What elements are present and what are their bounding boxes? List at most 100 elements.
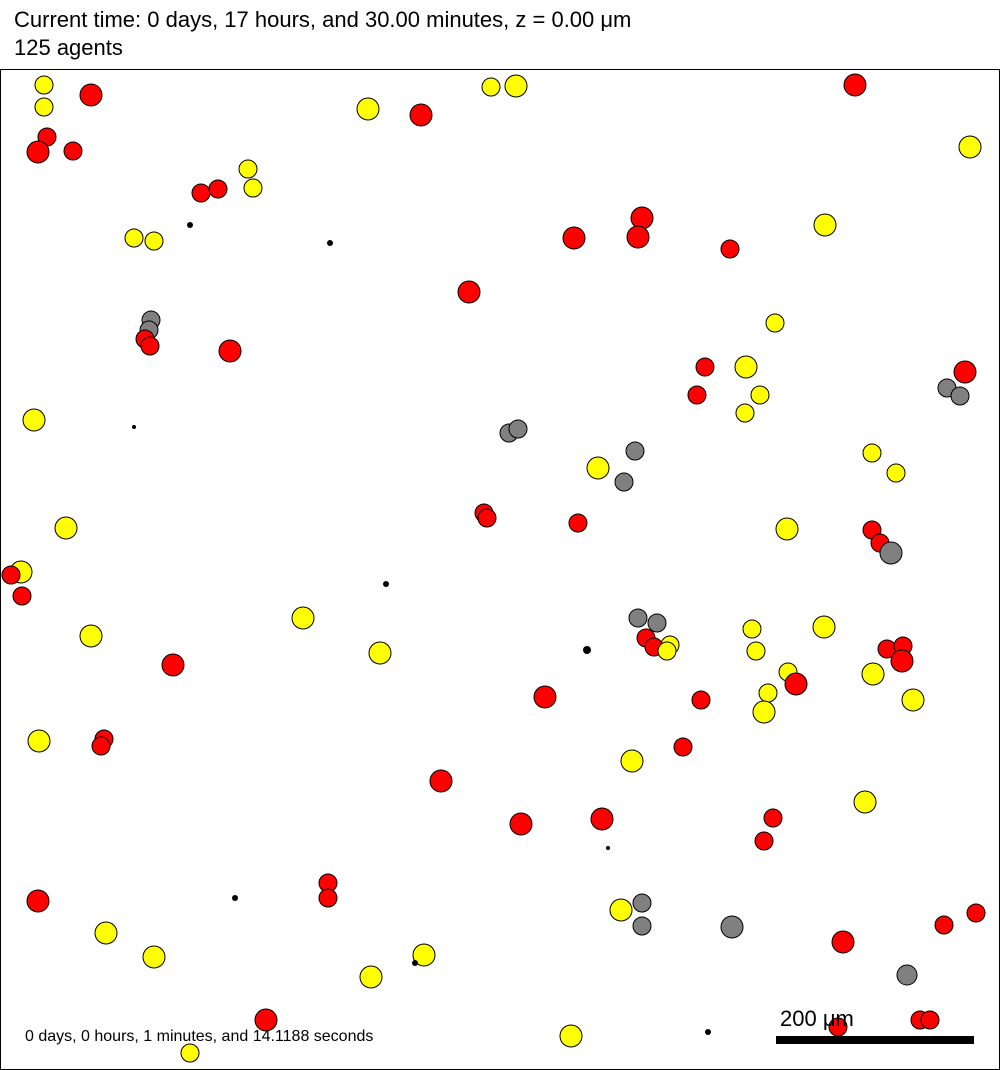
yellow-cell-11: [958, 135, 982, 159]
gray-cell-67: [628, 608, 648, 628]
yellow-cell-36: [735, 403, 755, 423]
red-cell-94: [590, 807, 614, 831]
yellow-cell-47: [586, 456, 610, 480]
red-cell-34: [687, 385, 707, 405]
red-cell-5: [63, 141, 83, 161]
red-cell-52: [477, 508, 497, 528]
red-cell-60: [12, 586, 32, 606]
yellow-cell-13: [243, 178, 263, 198]
yellow-cell-73: [742, 619, 762, 639]
yellow-cell-82: [758, 683, 778, 703]
black-cell-61: [383, 581, 389, 587]
yellow-cell-79: [861, 662, 885, 686]
yellow-cell-48: [862, 443, 882, 463]
gray-cell-115: [896, 964, 918, 986]
yellow-cell-50: [54, 516, 78, 540]
yellow-cell-17: [124, 228, 144, 248]
red-cell-2: [79, 83, 103, 107]
yellow-cell-95: [853, 790, 877, 814]
yellow-cell-75: [746, 641, 766, 661]
red-cell-109: [831, 930, 855, 954]
black-cell-42: [132, 425, 136, 429]
black-cell-66: [583, 646, 591, 654]
black-cell-118: [705, 1029, 711, 1035]
current-time-text: Current time: 0 days, 17 hours, and 30.0…: [14, 7, 632, 32]
gray-cell-104: [632, 893, 652, 913]
yellow-cell-117: [559, 1024, 583, 1048]
agent-count-text: 125 agents: [14, 35, 123, 60]
gray-cell-44: [508, 419, 528, 439]
yellow-cell-111: [142, 945, 166, 969]
yellow-cell-41: [22, 408, 46, 432]
gray-cell-57: [879, 541, 903, 565]
red-cell-30: [218, 339, 242, 363]
yellow-cell-1: [34, 97, 54, 117]
red-cell-29: [140, 336, 160, 356]
red-cell-65: [161, 653, 185, 677]
black-cell-16: [187, 222, 193, 228]
yellow-cell-33: [734, 355, 758, 379]
yellow-cell-54: [775, 517, 799, 541]
yellow-cell-103: [609, 898, 633, 922]
red-cell-53: [568, 513, 588, 533]
red-cell-92: [429, 769, 453, 793]
black-cell-102: [232, 895, 238, 901]
black-cell-19: [327, 240, 333, 246]
red-cell-108: [934, 915, 954, 935]
red-cell-100: [318, 888, 338, 908]
red-cell-59: [1, 565, 21, 585]
yellow-cell-114: [359, 965, 383, 989]
yellow-cell-0: [34, 75, 54, 95]
black-cell-98: [606, 846, 610, 850]
yellow-cell-112: [412, 943, 436, 967]
yellow-cell-122: [180, 1043, 200, 1063]
yellow-cell-74: [812, 615, 836, 639]
red-cell-40: [953, 360, 977, 384]
scale-bar-label: 200 μm: [780, 1006, 854, 1031]
elapsed-time-text: 0 days, 0 hours, 1 minutes, and 14.1188 …: [25, 1028, 374, 1045]
gray-cell-106: [720, 915, 744, 939]
yellow-cell-18: [144, 231, 164, 251]
red-cell-7: [409, 103, 433, 127]
black-cell-113: [412, 960, 418, 966]
red-cell-116: [254, 1008, 278, 1032]
yellow-cell-63: [79, 624, 103, 648]
yellow-cell-9: [504, 74, 528, 98]
yellow-cell-24: [813, 213, 837, 237]
yellow-cell-72: [657, 641, 677, 661]
yellow-cell-35: [750, 385, 770, 405]
red-cell-32: [695, 357, 715, 377]
gray-cell-46: [614, 472, 634, 492]
red-cell-21: [626, 225, 650, 249]
gray-cell-39: [950, 386, 970, 406]
yellow-cell-83: [752, 700, 776, 724]
yellow-cell-49: [886, 463, 906, 483]
yellow-cell-12: [238, 159, 258, 179]
red-cell-78: [890, 649, 914, 673]
yellow-cell-91: [620, 749, 644, 773]
yellow-cell-6: [356, 97, 380, 121]
yellow-cell-86: [901, 688, 925, 712]
red-cell-23: [720, 239, 740, 259]
yellow-cell-64: [368, 641, 392, 665]
yellow-cell-110: [94, 921, 118, 945]
red-cell-22: [562, 226, 586, 250]
red-cell-25: [457, 280, 481, 304]
gray-cell-68: [647, 613, 667, 633]
red-cell-10: [843, 73, 867, 97]
yellow-cell-87: [27, 729, 51, 753]
yellow-cell-31: [765, 313, 785, 333]
yellow-cell-8: [481, 77, 501, 97]
red-cell-101: [26, 889, 50, 913]
red-cell-85: [533, 685, 557, 709]
yellow-cell-62: [291, 606, 315, 630]
red-cell-96: [763, 808, 783, 828]
red-cell-107: [966, 903, 986, 923]
red-cell-120: [920, 1010, 940, 1030]
scale-bar: [776, 1036, 974, 1044]
red-cell-4: [26, 140, 50, 164]
red-cell-97: [754, 831, 774, 851]
red-cell-90: [673, 737, 693, 757]
red-cell-89: [91, 736, 111, 756]
